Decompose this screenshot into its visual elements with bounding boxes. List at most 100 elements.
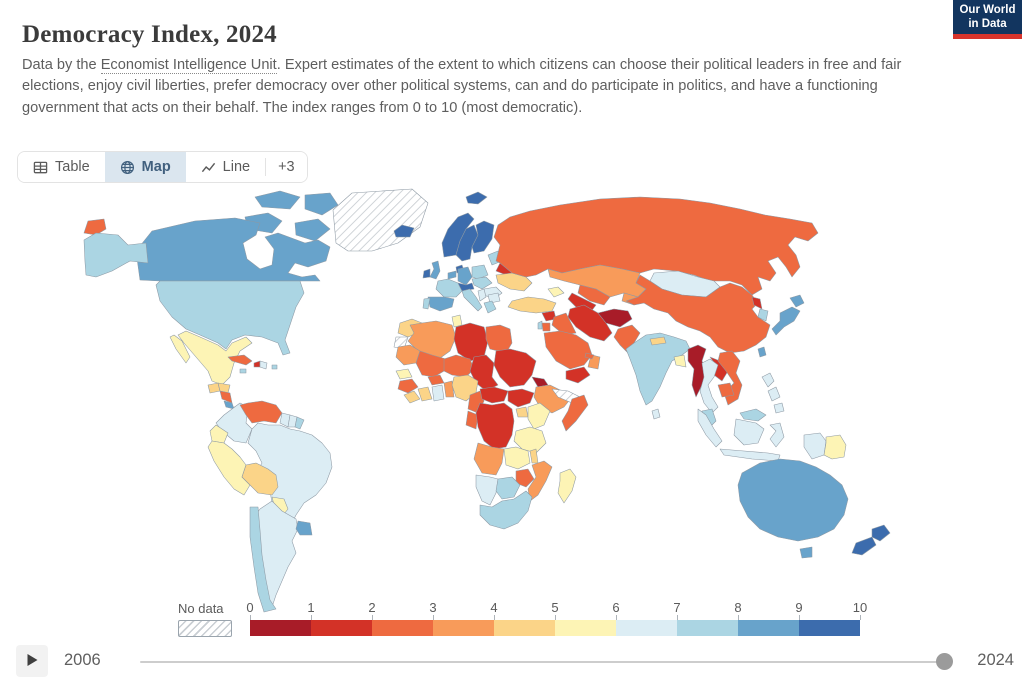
country-mozambique — [527, 460, 553, 502]
legend-ticks: 0 1 2 3 4 5 6 7 8 9 10 — [246, 600, 867, 620]
country-tunisia — [451, 314, 463, 328]
legend-tick-label: 3 — [429, 600, 437, 615]
country-jamaica — [239, 368, 247, 374]
timeline-handle[interactable] — [936, 653, 953, 670]
country-nepal — [649, 336, 667, 346]
legend-tick-label: 7 — [673, 600, 681, 615]
country-madagascar — [557, 468, 577, 504]
country-finland — [471, 220, 495, 254]
timeline-control: 2006 2024 — [0, 644, 1024, 678]
legend-band[interactable] — [799, 620, 860, 636]
play-button[interactable] — [16, 645, 48, 677]
country-bangladesh — [673, 354, 687, 368]
country-united-states — [83, 232, 149, 278]
legend-tick-label: 4 — [490, 600, 498, 615]
country-peru — [207, 440, 251, 496]
legend-band[interactable] — [433, 620, 494, 636]
country-sri-lanka — [651, 408, 661, 420]
country-russia-chukotka — [83, 218, 107, 236]
country-cuba — [227, 354, 253, 366]
legend-band[interactable] — [372, 620, 433, 636]
legend-band[interactable] — [677, 620, 738, 636]
country-iran — [567, 304, 613, 342]
country-tanzania — [513, 426, 547, 454]
country-congo — [465, 410, 479, 430]
country-chile — [249, 506, 277, 613]
country-germany — [457, 266, 473, 286]
globe-icon — [120, 160, 135, 175]
country-angola — [473, 442, 505, 476]
country-saudi-arabia — [543, 330, 593, 370]
source-link[interactable]: Economist Intelligence Unit — [100, 56, 277, 74]
country-south-africa — [479, 490, 533, 530]
country-egypt — [485, 324, 513, 354]
subtitle-prefix: Data by the — [22, 56, 101, 73]
legend-tick-label: 10 — [852, 600, 868, 615]
country-bulgaria — [487, 292, 501, 304]
legend-band[interactable] — [494, 620, 555, 636]
country-south-korea — [757, 308, 769, 322]
country-afghanistan — [597, 308, 633, 328]
country-central-african-republic — [479, 386, 509, 404]
country-united-kingdom — [429, 260, 441, 280]
country-vietnam — [717, 350, 743, 406]
country-yemen — [565, 366, 591, 384]
tab-line[interactable]: Line — [185, 152, 266, 182]
legend-band[interactable] — [311, 620, 372, 636]
country-venezuela — [239, 400, 283, 424]
tab-map[interactable]: Map — [104, 152, 186, 182]
country-ghana — [431, 384, 445, 402]
no-data-swatch[interactable] — [178, 620, 232, 637]
view-tabbar: Table Map Line +3 — [17, 151, 308, 183]
country-jordan — [541, 322, 551, 332]
legend-tick-label: 1 — [307, 600, 315, 615]
country-indonesia — [697, 408, 723, 448]
country-uruguay — [295, 520, 313, 536]
table-icon — [33, 160, 48, 175]
country-haiti — [253, 360, 261, 368]
timeline-end-year: 2024 — [977, 651, 1014, 669]
legend-tick-label: 5 — [551, 600, 559, 615]
country-puerto-rico — [271, 364, 278, 370]
country-somalia — [561, 394, 589, 432]
country-philippines — [761, 372, 775, 388]
legend-band[interactable] — [738, 620, 799, 636]
country-thailand — [699, 358, 719, 414]
chart-subtitle: Data by the Economist Intelligence Unit.… — [22, 55, 934, 121]
map-legend: No data 0 1 2 3 4 5 6 7 8 9 10 — [178, 600, 867, 640]
country-namibia — [475, 474, 499, 506]
country-zambia — [503, 446, 531, 470]
country-cambodia — [717, 382, 735, 398]
legend-band[interactable] — [616, 620, 677, 636]
country-israel — [537, 320, 543, 330]
country-guinea — [397, 378, 419, 394]
country-ireland — [422, 268, 431, 279]
country-kenya — [527, 402, 551, 430]
tab-table[interactable]: Table — [18, 152, 105, 182]
world-choropleth-map[interactable] — [0, 185, 1024, 615]
timeline-track[interactable] — [140, 661, 940, 663]
country-caucasus — [547, 286, 565, 298]
tab-table-label: Table — [55, 159, 90, 175]
tab-more[interactable]: +3 — [266, 152, 307, 182]
country-italy — [461, 288, 483, 312]
country-canada — [254, 190, 301, 210]
country-honduras — [217, 382, 231, 394]
owid-logo[interactable]: Our World in Data — [953, 0, 1022, 39]
country-japan — [789, 294, 805, 308]
country-dominican-republic — [259, 360, 268, 370]
country-australia — [737, 458, 849, 542]
country-sudan — [493, 348, 537, 388]
country-dr-congo — [475, 402, 515, 450]
legend-band[interactable] — [555, 620, 616, 636]
tab-divider — [265, 158, 267, 176]
legend-band[interactable] — [250, 620, 311, 636]
country-netherlands — [447, 270, 457, 280]
country-sierra-leone — [403, 390, 421, 404]
country-costa-rica — [223, 400, 235, 410]
legend-scale — [250, 620, 860, 636]
country-india — [625, 332, 691, 406]
country-new-zealand — [871, 524, 891, 542]
country-bolivia — [241, 462, 279, 496]
country-poland — [471, 264, 489, 280]
